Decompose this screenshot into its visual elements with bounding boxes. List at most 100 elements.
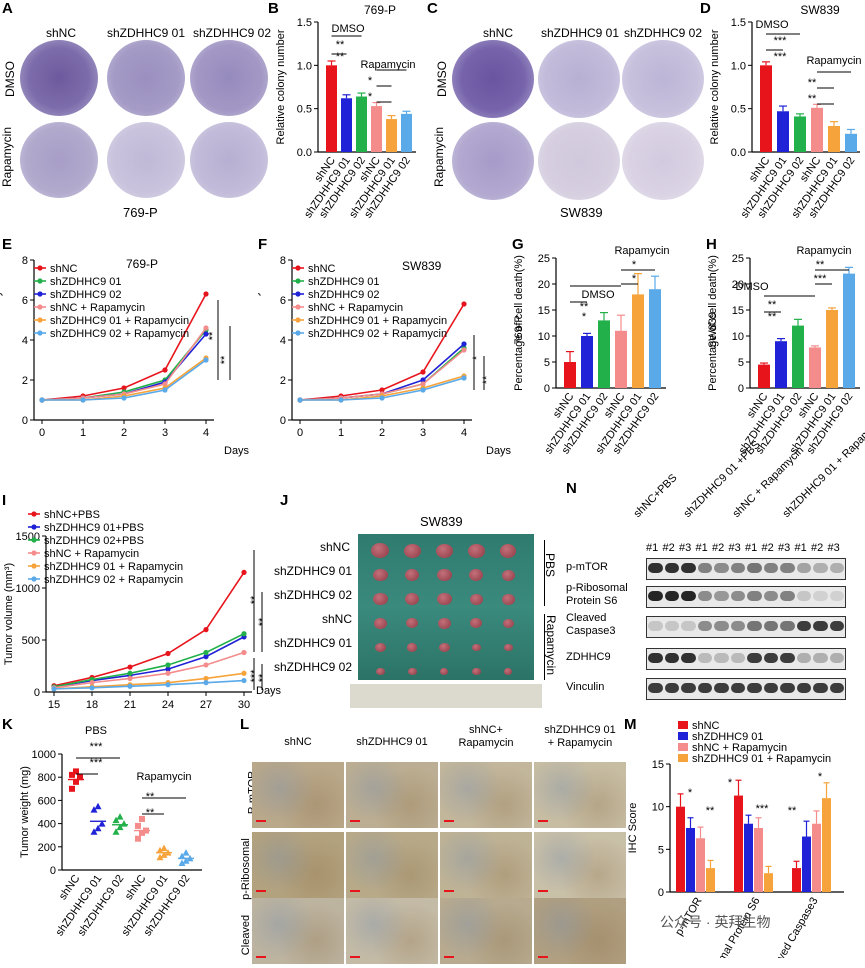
x-tick-label: 0 [297,427,303,439]
blot-band [813,591,828,601]
tumor [407,667,417,676]
y-axis-label: Relative cell viability [0,290,3,389]
lane-label: #3 [728,542,741,554]
blot-row [646,616,846,638]
scale-bar [350,820,360,822]
data-point [77,774,83,781]
protein-label: p-mTOR [566,561,608,573]
colony-dish [190,122,268,198]
annotation: *** [90,741,104,753]
legend-marker [37,330,43,336]
colony-dish [20,122,98,198]
data-point [241,649,247,656]
panel-n: shNC+PBS shZDHHC9 01 +PBS shNC + Rapamycin… [566,413,865,710]
bar [744,823,753,892]
lane-label: #1 [794,542,807,554]
col-label: shZDHHC9 02 [193,26,272,40]
bar [845,133,857,152]
data-point [203,325,209,331]
blot-band [648,683,663,693]
col-label: shZDHHC9 01 [107,26,186,40]
bar [386,119,397,152]
ihc-image [440,762,532,828]
blot-band [681,563,696,573]
blot-band [813,621,828,631]
tumor [501,569,515,581]
y-tick-label: 15 [538,305,550,317]
x-tick-label: 30 [238,699,250,711]
tumor [435,543,453,558]
tumor [375,667,385,676]
y-tick-label: 8 [280,255,286,267]
scale-bar [538,890,548,892]
data-point [203,649,209,656]
x-axis-label: Days [486,445,512,457]
data-point [135,835,141,842]
annotation: ** [249,595,261,604]
annotation: DMSO [582,289,615,301]
blot-band [747,563,762,573]
blot-band [714,683,729,693]
y-tick-label: 0 [50,865,56,877]
tumor [405,593,419,605]
tumor-row-label: shNC [319,540,350,554]
chart-title: 769-P [126,257,158,271]
col-label: shNC [483,26,514,40]
lane-label: #2 [811,542,824,554]
bar [812,823,821,892]
row-label: DMSO [435,61,449,97]
data-point [379,395,385,401]
blot-band [714,653,729,663]
data-point [39,397,45,403]
annotation: ** [768,299,777,311]
legend-label: shNC + Rapamycin [50,302,145,314]
tumor [471,643,481,652]
blot-band [780,591,795,601]
data-point [338,397,344,403]
blot-band [829,653,844,663]
annotation: ** [788,805,797,817]
bar [598,320,610,388]
data-point [182,857,190,864]
blot-band [780,683,795,693]
ihc-col-label: shZDHHC9 01 [356,736,428,748]
legend-marker [31,563,37,569]
lane-label: #3 [778,542,791,554]
y-tick-label: 800 [38,772,56,784]
protein-label: p-Ribosomal Protein S6 [566,582,628,607]
annotation: *** [90,757,104,769]
data-point [135,822,141,829]
legend-marker [37,304,43,310]
x-axis-label: Days [224,445,250,457]
tumor [373,617,387,629]
bar [676,806,685,892]
legend-label: shZDHHC9 02+PBS [44,535,144,547]
tumor [403,543,421,558]
group-label: PBS [543,552,557,577]
bar [758,364,770,388]
protein-label: ZDHHC9 [566,651,611,663]
legend-swatch [678,754,688,762]
x-tick-label: 21 [124,699,136,711]
bar [777,111,789,152]
ihc-col-label: shNC+ Rapamycin [458,724,514,749]
y-tick-label: 1.0 [731,60,746,72]
annotation: * [582,311,587,323]
bar [371,106,382,152]
annotation: ** [808,77,817,89]
data-point [94,802,102,810]
data-point [241,569,247,575]
ihc-image [252,898,344,964]
data-point [156,853,164,861]
legend-marker [31,550,37,556]
bar [794,116,806,152]
legend-marker [295,265,301,271]
y-tick-label: 1000 [32,749,56,761]
annotation: Rapamycin [136,771,191,783]
annotation: Rapamycin [806,55,861,67]
x-tick-label: 1 [338,427,344,439]
data-point [160,851,168,858]
bar [764,873,773,892]
blot-band [681,683,696,693]
